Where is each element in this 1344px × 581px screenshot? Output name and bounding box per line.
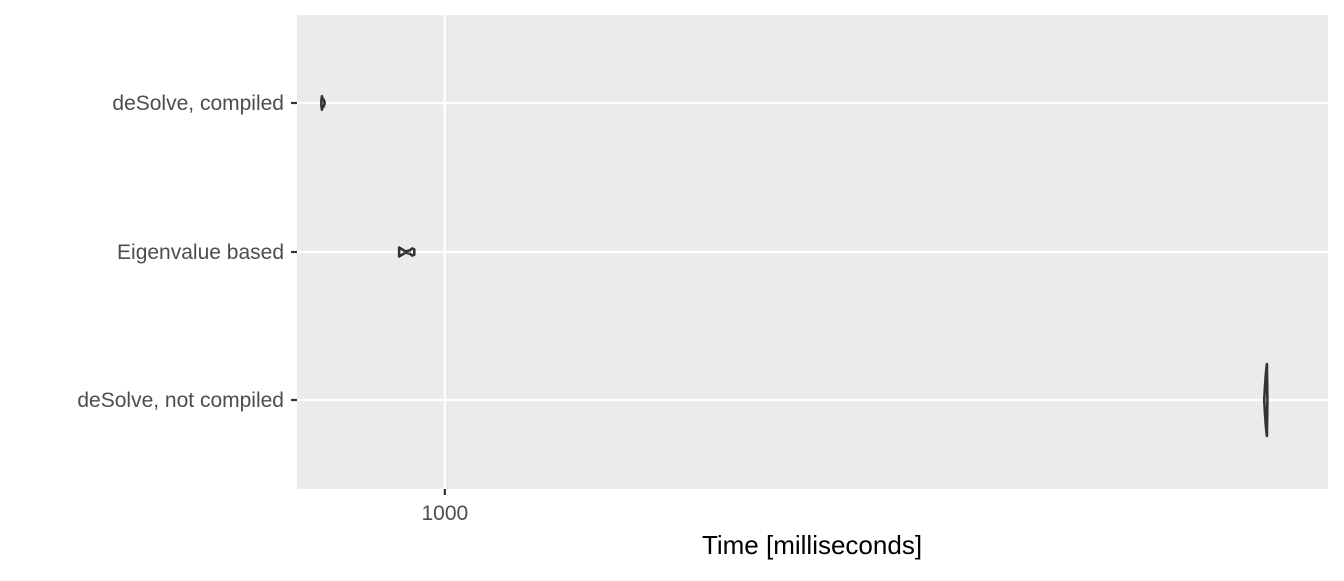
violin-shape <box>397 246 416 258</box>
x-tick-label: 1000 <box>421 502 468 525</box>
y-tick-label: Eigenvalue based <box>117 241 284 264</box>
y-tick-label: deSolve, not compiled <box>77 389 284 412</box>
y-axis: deSolve, compiled Eigenvalue based deSolve… <box>77 92 297 412</box>
violin-shape <box>1262 362 1269 438</box>
y-tick-label: deSolve, compiled <box>112 92 284 115</box>
x-axis-title: Time [milliseconds] <box>702 530 922 560</box>
x-axis: 1000 <box>421 489 468 525</box>
grid-lines <box>297 15 1328 489</box>
violin-shape <box>320 94 326 112</box>
violins <box>320 94 1269 438</box>
